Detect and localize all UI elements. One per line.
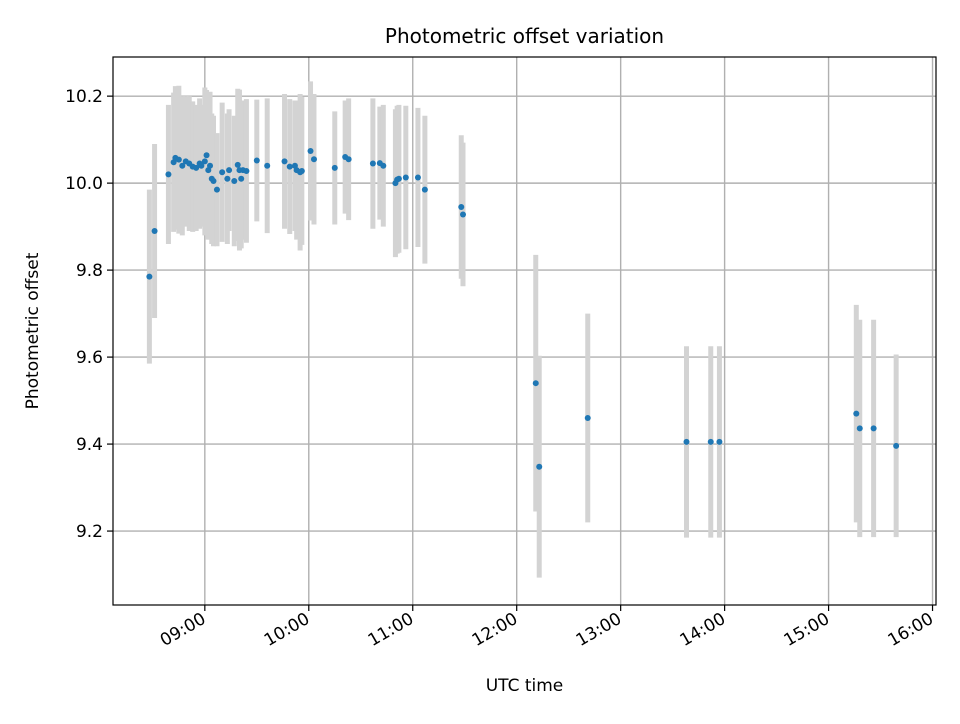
data-point	[175, 156, 182, 163]
axes-frame	[112, 56, 937, 606]
data-point	[253, 157, 260, 164]
y-axis-label: Photometric offset	[23, 252, 43, 409]
data-point	[870, 425, 877, 432]
y-tick-label: 10.0	[65, 174, 103, 194]
data-point	[369, 160, 376, 167]
data-point	[234, 161, 241, 168]
data-point	[536, 463, 543, 470]
data-point	[281, 158, 288, 165]
data-point	[224, 175, 231, 182]
data-point	[707, 438, 714, 445]
data-point	[151, 227, 158, 234]
data-point	[414, 174, 421, 181]
data-point	[298, 167, 305, 174]
data-point	[853, 410, 860, 417]
data-point	[893, 442, 900, 449]
data-point	[345, 156, 352, 163]
data-point	[146, 273, 153, 280]
data-point	[402, 174, 409, 181]
data-point	[243, 167, 250, 174]
y-tick-label: 9.4	[76, 435, 103, 455]
data-point	[219, 169, 226, 176]
data-point	[584, 414, 591, 421]
data-points	[146, 147, 900, 470]
data-point	[286, 163, 293, 170]
data-point	[310, 156, 317, 163]
data-point	[203, 152, 210, 159]
data-point	[179, 162, 186, 169]
data-point	[165, 171, 172, 178]
data-point	[421, 186, 428, 193]
data-point	[213, 186, 220, 193]
data-point	[264, 162, 271, 169]
x-axis-label: UTC time	[486, 676, 564, 696]
chart-title: Photometric offset variation	[385, 24, 664, 48]
data-point	[207, 162, 214, 169]
data-point	[683, 438, 690, 445]
data-point	[198, 162, 205, 169]
y-tick-label: 9.6	[76, 348, 103, 368]
data-point	[226, 167, 233, 174]
y-tick-label: 10.2	[65, 87, 103, 107]
y-tick-label: 9.2	[76, 522, 103, 542]
data-point	[532, 380, 539, 387]
data-point	[238, 175, 245, 182]
grid	[113, 57, 936, 605]
data-point	[458, 204, 465, 211]
data-point	[856, 425, 863, 432]
data-point	[395, 175, 402, 182]
data-point	[193, 164, 200, 171]
data-point	[307, 147, 314, 154]
data-point	[459, 211, 466, 218]
data-point	[210, 177, 217, 184]
data-point	[716, 438, 723, 445]
data-point	[231, 177, 238, 184]
y-tick-label: 9.8	[76, 261, 103, 281]
data-point	[201, 158, 208, 165]
data-point	[331, 164, 338, 171]
data-point	[380, 162, 387, 169]
